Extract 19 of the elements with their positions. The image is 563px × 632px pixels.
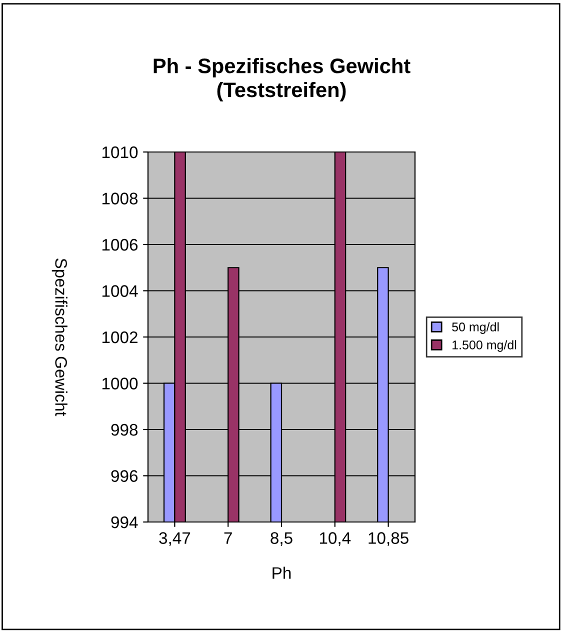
x-tick-label: 7 — [224, 532, 232, 544]
y-tick-label: 1000 — [102, 378, 138, 390]
legend-label: 50 mg/dl — [452, 322, 499, 334]
y-tick-label: 998 — [111, 424, 138, 436]
x-axis-title: Ph — [272, 566, 291, 579]
y-tick-label: 1006 — [102, 238, 138, 251]
y-tick-label: 1004 — [102, 285, 138, 297]
y-tick-label: 1008 — [102, 192, 138, 204]
y-axis-title: Spezifisches Gewicht — [52, 258, 68, 416]
x-tick-label: 8,5 — [270, 532, 292, 546]
y-tick-label: 1002 — [102, 331, 138, 344]
x-tick-label: 10,85 — [368, 532, 408, 546]
x-tick-label: 3,47 — [159, 532, 190, 546]
y-tick-label: 1010 — [102, 146, 138, 158]
y-tick-label: 996 — [111, 470, 138, 482]
y-tick-label: 994 — [111, 516, 138, 528]
legend-label: 1.500 mg/dl — [452, 340, 516, 352]
x-tick-label: 10,4 — [320, 532, 351, 546]
chart-title: Ph - Spezifisches Gewicht (Teststreifen) — [154, 58, 410, 102]
